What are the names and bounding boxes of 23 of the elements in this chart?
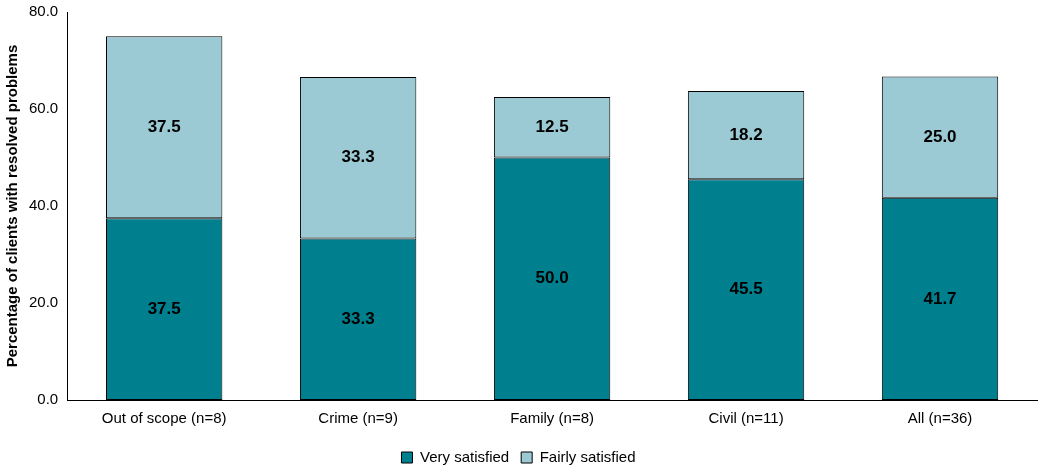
data-label: 12.5	[535, 116, 569, 136]
x-tick-label: Out of scope (n=8)	[101, 409, 227, 427]
y-tick-label: 80.0	[28, 2, 59, 20]
data-label: 41.7	[923, 288, 957, 308]
data-label: 33.3	[341, 308, 375, 328]
y-axis-title: Percentage of clients with resolved problems	[3, 44, 21, 368]
data-label: 45.5	[729, 279, 763, 299]
x-tick-label: Family (n=8)	[510, 409, 594, 427]
data-label: 37.5	[147, 116, 181, 136]
legend-label: Fairly satisfied	[539, 447, 636, 465]
data-label: 33.3	[341, 147, 375, 167]
x-tick-label: Crime (n=9)	[318, 409, 398, 427]
data-label: 25.0	[923, 126, 957, 146]
x-tick-label: All (n=36)	[907, 409, 973, 427]
data-label: 37.5	[147, 298, 181, 318]
x-tick-label: Civil (n=11)	[708, 409, 784, 427]
y-tick-label: 20.0	[28, 293, 59, 311]
y-tick-label: 0.0	[37, 390, 59, 408]
y-tick-label: 40.0	[28, 196, 59, 214]
data-label: 18.2	[729, 124, 763, 144]
legend-label: Very satisfied	[419, 447, 510, 465]
y-tick-label: 60.0	[28, 99, 59, 117]
data-label: 50.0	[535, 268, 569, 288]
